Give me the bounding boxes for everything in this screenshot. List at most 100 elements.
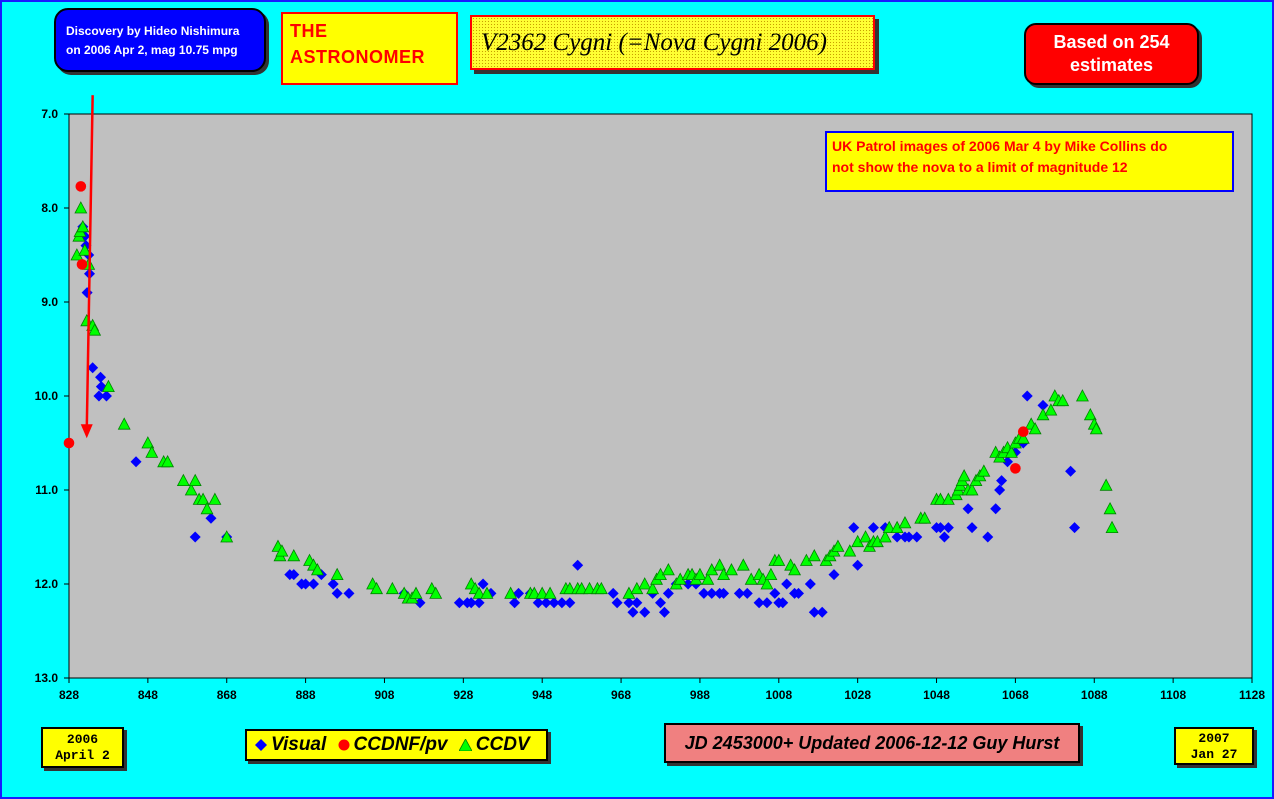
ccdv-point: [594, 581, 608, 595]
visual-point: [1021, 390, 1033, 402]
discovery-arrow-head: [80, 424, 93, 439]
ccdv-point: [370, 581, 384, 595]
ccdv-point: [878, 530, 892, 543]
ccdv-point: [145, 445, 159, 458]
visual-point: [996, 475, 1008, 487]
ccdv-point: [1105, 520, 1119, 533]
visual-point: [540, 597, 552, 609]
ccdv-point: [1099, 478, 1113, 491]
visual-point: [816, 606, 828, 618]
x-tick-label: 968: [611, 688, 631, 702]
ccdv-point: [661, 563, 675, 576]
visual-point: [828, 569, 840, 581]
visual-point: [513, 587, 525, 599]
legend-label-ccdnf: CCDNF/pv: [353, 734, 448, 755]
visual-point: [655, 597, 666, 609]
discovery-arrow-shaft: [85, 95, 94, 431]
ccdv-point: [713, 558, 727, 571]
start-day: April 2: [55, 748, 110, 763]
visual-point: [189, 531, 201, 543]
visual-point: [288, 569, 300, 581]
visual-point: [95, 371, 107, 383]
update-footer: JD 2453000+ Updated 2006-12-12 Guy Hurst: [664, 723, 1080, 763]
publisher-line-2: ASTRONOMER: [290, 47, 425, 67]
discovery-badge: Discovery by Hideo Nishimura on 2006 Apr…: [54, 8, 266, 72]
ccdv-point: [161, 454, 175, 468]
visual-point: [564, 597, 576, 609]
ccdv-point: [287, 548, 301, 562]
visual-point: [414, 597, 426, 609]
ccdv-point: [220, 530, 234, 543]
ccdv-point: [977, 464, 991, 477]
visual-point: [331, 587, 343, 599]
ccdv-point: [934, 492, 947, 505]
visual-point: [852, 559, 864, 571]
visual-point: [733, 587, 745, 599]
ccdv-point: [196, 492, 210, 505]
legend-item-ccdv: CCDV: [458, 731, 530, 759]
x-tick-label: 1048: [923, 688, 950, 702]
ccdv-point: [543, 586, 557, 599]
end-year: 2007: [1198, 731, 1230, 746]
ccdv-point: [760, 577, 774, 590]
ccdv-point: [385, 581, 399, 595]
x-tick-label: 988: [690, 688, 710, 702]
visual-point: [631, 597, 643, 609]
visual-point: [962, 503, 974, 515]
x-tick-label: 1108: [1160, 688, 1186, 702]
visual-point: [1069, 522, 1081, 534]
estimates-line-1: Based on 254: [1053, 32, 1170, 52]
x-tick-label: 928: [453, 688, 473, 702]
visual-point: [1002, 456, 1014, 468]
ccdv-point: [772, 553, 786, 566]
x-tick-label: 848: [138, 688, 158, 702]
ccdv-point: [965, 483, 979, 496]
ccdv-point: [882, 520, 896, 533]
ccdv-point: [200, 501, 214, 515]
visual-point: [453, 597, 465, 609]
x-tick-label: 1008: [765, 688, 792, 702]
ccdv-point: [957, 469, 971, 482]
plot-area: [68, 113, 1253, 679]
ccdv-point: [208, 492, 222, 505]
visual-point: [769, 587, 781, 599]
legend-item-visual: Visual: [255, 731, 326, 759]
ccdv-point: [646, 581, 660, 595]
x-tick-label: 888: [296, 688, 316, 702]
ccdv-point: [638, 577, 652, 590]
visual-point: [982, 531, 994, 543]
y-tick-label: 11.0: [35, 483, 58, 497]
ccdv-point: [831, 539, 845, 552]
start-year: 2006: [66, 732, 99, 747]
ccdv-point: [1075, 389, 1089, 402]
visual-point: [903, 531, 915, 543]
visual-point: [509, 597, 521, 609]
visual-point: [130, 456, 142, 468]
visual-point: [572, 559, 584, 571]
ccdv-point: [693, 567, 707, 580]
visual-point: [793, 587, 805, 599]
visual-point: [867, 522, 879, 534]
y-tick-label: 7.0: [41, 107, 58, 121]
visual-point: [343, 587, 355, 599]
visual-point: [741, 587, 753, 599]
y-tick-label: 12.0: [35, 577, 59, 591]
visual-point: [639, 606, 651, 618]
ccdv-point: [117, 417, 131, 430]
visual-point: [205, 512, 217, 524]
estimates-line-2: estimates: [1069, 55, 1154, 75]
x-tick-label: 828: [59, 688, 79, 702]
visual-point: [465, 597, 477, 609]
x-tick-label: 868: [217, 688, 237, 702]
patrol-note-line-1: UK Patrol images of 2006 Mar 4 by Mike C…: [832, 138, 1168, 154]
publisher-line-1: THE: [290, 21, 328, 41]
visual-point: [934, 522, 946, 534]
visual-point: [938, 531, 950, 543]
visual-point: [300, 578, 312, 590]
ccdv-point: [310, 563, 324, 576]
ccdv-point: [764, 567, 778, 580]
legend-item-ccdnf: CCDNF/pv: [338, 731, 448, 759]
visual-point: [607, 587, 619, 599]
ccdv-point: [918, 511, 932, 524]
ccdv-point: [1028, 422, 1042, 435]
